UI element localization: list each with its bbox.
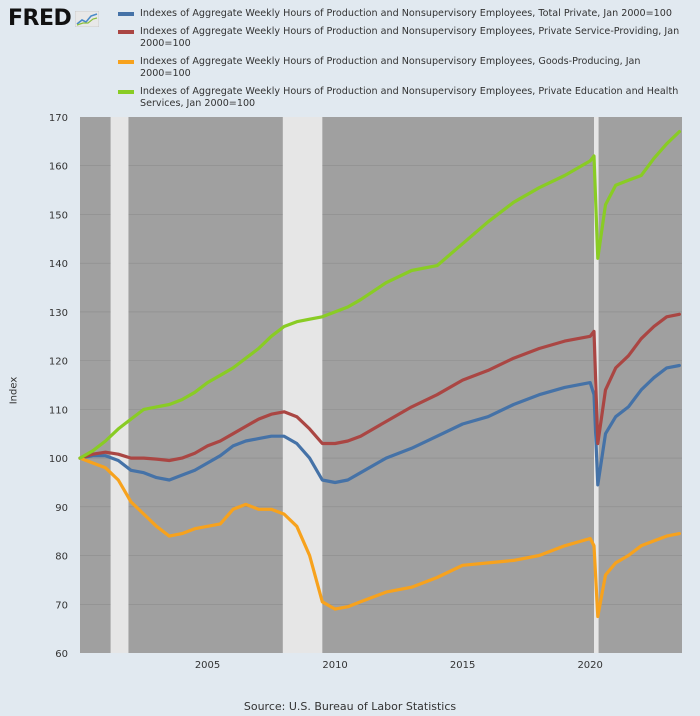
legend-label: Indexes of Aggregate Weekly Hours of Pro… bbox=[140, 8, 672, 19]
legend-item-total-private[interactable]: Indexes of Aggregate Weekly Hours of Pro… bbox=[118, 8, 693, 20]
x-tick-label: 2010 bbox=[322, 660, 347, 671]
y-tick-label: 150 bbox=[49, 210, 68, 221]
fred-chart-icon bbox=[75, 10, 100, 27]
y-tick-label: 170 bbox=[49, 113, 68, 124]
legend-swatch bbox=[118, 90, 134, 94]
legend-swatch bbox=[118, 12, 134, 16]
series-line-1 bbox=[78, 312, 682, 463]
recession-band bbox=[110, 117, 129, 653]
y-tick-label: 80 bbox=[55, 552, 68, 563]
y-tick-label: 120 bbox=[49, 357, 68, 368]
y-tick-label: 160 bbox=[49, 162, 68, 173]
fred-logo-text: FRED bbox=[8, 6, 72, 31]
y-tick-label: 90 bbox=[55, 503, 68, 514]
legend-item-education-health[interactable]: Indexes of Aggregate Weekly Hours of Pro… bbox=[118, 86, 693, 110]
legend-label: Indexes of Aggregate Weekly Hours of Pro… bbox=[140, 26, 680, 49]
y-tick-label: 60 bbox=[55, 649, 68, 660]
legend: Indexes of Aggregate Weekly Hours of Pro… bbox=[118, 8, 693, 116]
y-tick-label: 70 bbox=[55, 600, 68, 611]
series-line-0 bbox=[78, 363, 682, 487]
legend-label: Indexes of Aggregate Weekly Hours of Pro… bbox=[140, 86, 679, 109]
x-tick-label: 2020 bbox=[577, 660, 602, 671]
series-line-2 bbox=[78, 456, 682, 619]
legend-label: Indexes of Aggregate Weekly Hours of Pro… bbox=[140, 56, 641, 79]
source-note: Source: U.S. Bureau of Labor Statistics bbox=[243, 700, 457, 713]
y-tick-label: 110 bbox=[49, 405, 68, 416]
legend-item-service-providing[interactable]: Indexes of Aggregate Weekly Hours of Pro… bbox=[118, 26, 693, 50]
legend-swatch bbox=[118, 30, 134, 34]
y-tick-label: 130 bbox=[49, 308, 68, 319]
x-tick-label: 2015 bbox=[450, 660, 475, 671]
y-axis-label: Index bbox=[8, 376, 20, 405]
series-line-3 bbox=[78, 130, 682, 460]
x-tick-label: 2005 bbox=[195, 660, 220, 671]
legend-item-goods-producing[interactable]: Indexes of Aggregate Weekly Hours of Pro… bbox=[118, 56, 693, 80]
fred-logo: FRED bbox=[8, 6, 100, 31]
recession-band bbox=[282, 117, 323, 653]
y-tick-label: 100 bbox=[49, 454, 68, 465]
legend-swatch bbox=[118, 60, 134, 64]
y-tick-label: 140 bbox=[49, 259, 68, 270]
